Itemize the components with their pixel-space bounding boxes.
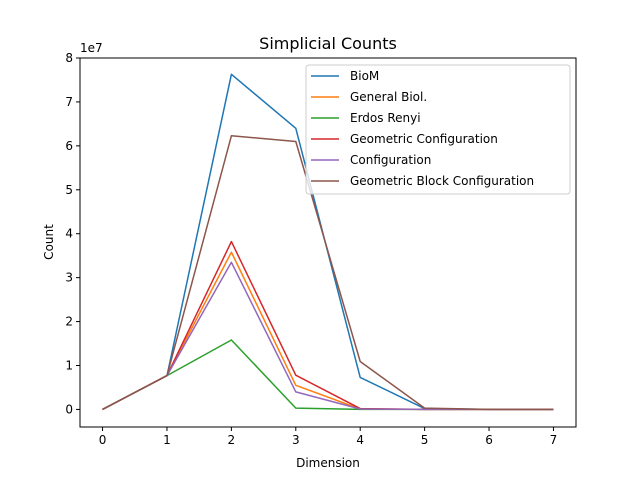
legend-label: Erdos Renyi <box>350 111 421 125</box>
legend: BioM General Biol. Erdos Renyi Geometric Co… <box>305 64 571 195</box>
legend-label: Geometric Configuration <box>350 132 498 146</box>
x-tick-label: 5 <box>421 433 429 447</box>
y-tick-label: 7 <box>65 95 73 109</box>
x-axis-label: Dimension <box>296 456 360 470</box>
plot-frame <box>79 57 577 428</box>
legend-label: BioM <box>350 69 379 83</box>
x-tick-label: 0 <box>99 433 107 447</box>
y-tick-label: 0 <box>65 402 73 416</box>
y-tick-label: 2 <box>65 315 73 329</box>
plot-lines <box>102 73 554 411</box>
series-line-5 <box>102 135 554 411</box>
legend-label: Configuration <box>350 153 431 167</box>
y-tick-label: 3 <box>65 271 73 285</box>
y-tick-label: 4 <box>65 227 73 241</box>
y-tick-label: 1 <box>65 359 73 373</box>
legend-label: General Biol. <box>350 90 427 104</box>
y-tick-label: 8 <box>65 51 73 65</box>
x-tick-label: 7 <box>550 433 558 447</box>
x-tick-label: 2 <box>228 433 236 447</box>
x-tick-label: 1 <box>163 433 171 447</box>
axis-ticks: 0 1 2 3 4 5 6 7 0 1 2 3 4 5 6 7 8 <box>65 51 557 447</box>
y-tick-label: 6 <box>65 139 73 153</box>
y-tick-label: 5 <box>65 183 73 197</box>
y-offset-label: 1e7 <box>80 41 103 55</box>
x-tick-label: 4 <box>356 433 364 447</box>
x-tick-label: 6 <box>485 433 493 447</box>
y-axis-label: Count <box>42 224 56 260</box>
x-tick-label: 3 <box>292 433 300 447</box>
chart-title: Simplicial Counts <box>259 34 397 53</box>
legend-box <box>305 64 571 195</box>
legend-label: Geometric Block Configuration <box>350 174 534 188</box>
